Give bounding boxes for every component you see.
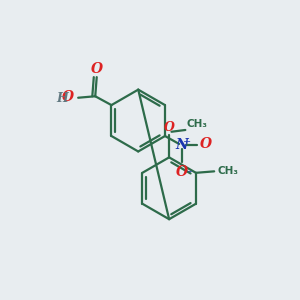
Text: O: O — [61, 90, 74, 104]
Text: O: O — [176, 166, 188, 179]
Text: O: O — [200, 137, 212, 151]
Text: CH₃: CH₃ — [218, 166, 239, 176]
Text: -: - — [188, 166, 192, 178]
Text: O: O — [164, 122, 175, 134]
Text: O: O — [91, 62, 103, 76]
Text: N: N — [176, 138, 188, 152]
Text: H: H — [56, 92, 68, 105]
Text: +: + — [183, 136, 191, 146]
Text: CH₃: CH₃ — [187, 119, 208, 129]
